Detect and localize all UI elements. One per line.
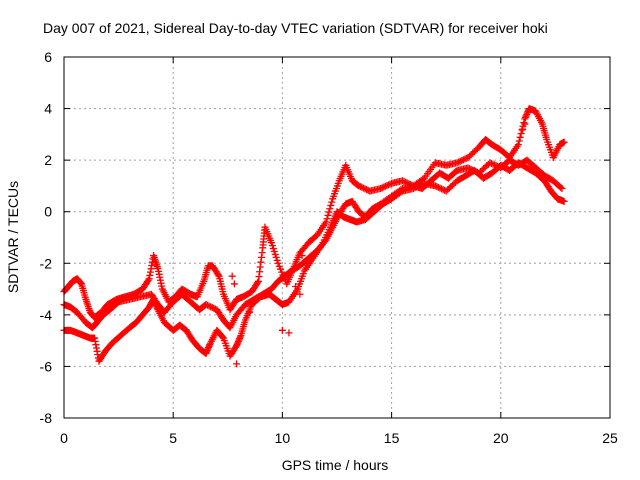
- data-point: [464, 164, 472, 172]
- data-point: [377, 185, 385, 193]
- data-point: [558, 185, 566, 193]
- data-point: [453, 159, 461, 167]
- y-tick-label: 6: [44, 49, 52, 65]
- data-point: [358, 183, 366, 191]
- data-point: [560, 138, 568, 146]
- data-point: [378, 184, 386, 192]
- data-point: [361, 185, 369, 193]
- data-point: [202, 301, 210, 309]
- chart-title: Day 007 of 2021, Sidereal Day-to-day VTE…: [43, 20, 548, 36]
- data-point: [517, 130, 525, 138]
- data-point: [208, 303, 216, 311]
- data-point: [214, 271, 222, 279]
- y-tick-label: -6: [40, 358, 53, 374]
- data-point: [459, 156, 467, 164]
- data-point: [324, 211, 332, 219]
- data-point: [461, 155, 469, 163]
- y-tick-label: -2: [40, 255, 53, 271]
- data-point: [400, 178, 408, 186]
- x-tick-label: 25: [602, 430, 618, 446]
- x-tick-label: 15: [384, 430, 400, 446]
- data-point: [326, 205, 334, 213]
- data-point: [516, 133, 524, 141]
- data-point: [292, 282, 300, 290]
- data-point: [323, 215, 331, 223]
- data-point: [402, 178, 410, 186]
- data-point: [381, 182, 389, 190]
- data-point: [327, 201, 335, 209]
- y-tick-label: 0: [44, 204, 52, 220]
- data-point: [383, 182, 391, 190]
- data-point: [253, 279, 261, 287]
- data-point: [431, 182, 439, 190]
- data-point: [491, 161, 499, 169]
- data-point: [405, 180, 413, 188]
- data-point: [433, 183, 441, 191]
- data-point: [545, 174, 553, 182]
- data-point: [434, 183, 442, 191]
- y-tick-label: 4: [44, 101, 52, 117]
- data-point: [363, 186, 371, 194]
- data-point: [380, 183, 388, 191]
- data-point: [419, 175, 427, 183]
- x-tick-label: 0: [60, 430, 68, 446]
- x-tick-label: 10: [275, 430, 291, 446]
- data-point: [233, 360, 241, 368]
- y-tick-label: -4: [40, 307, 53, 323]
- data-point: [557, 183, 565, 191]
- data-point: [298, 252, 306, 260]
- y-axis-ticks: -8 -6 -4 -2 0 2 4 6: [40, 49, 610, 426]
- x-tick-label: 5: [169, 430, 177, 446]
- data-point: [285, 329, 293, 337]
- data-point: [328, 198, 336, 206]
- data-point: [487, 159, 495, 167]
- x-tick-label: 20: [493, 430, 509, 446]
- data-point: [399, 177, 407, 185]
- data-point: [207, 303, 215, 311]
- data-point: [486, 159, 494, 167]
- y-axis-title: SDTVAR / TECUs: [5, 181, 21, 293]
- data-point: [360, 184, 368, 192]
- data-point: [519, 125, 527, 133]
- data-point: [355, 182, 363, 190]
- data-point: [520, 119, 528, 127]
- data-point: [515, 137, 523, 145]
- data-point: [436, 184, 444, 192]
- data-point: [278, 326, 286, 334]
- data-point: [228, 272, 236, 280]
- data-point: [204, 301, 212, 309]
- data-point: [455, 158, 463, 166]
- data-point: [210, 304, 218, 312]
- y-tick-label: -8: [40, 410, 53, 426]
- data-point: [218, 333, 226, 341]
- x-axis-ticks: 0 5 10 15 20 25: [60, 57, 618, 446]
- x-axis-title: GPS time / hours: [282, 457, 389, 473]
- data-point: [296, 290, 304, 298]
- data-point: [441, 186, 449, 194]
- data-point: [403, 179, 411, 187]
- plot-frame: [63, 56, 611, 419]
- data-point: [144, 276, 152, 284]
- data-point: [386, 180, 394, 188]
- y-tick-label: 2: [44, 152, 52, 168]
- data-point: [246, 308, 254, 316]
- data-point: [356, 183, 364, 191]
- data-point: [438, 185, 446, 193]
- data-point: [384, 181, 392, 189]
- data-point: [521, 120, 529, 128]
- data-point: [325, 208, 333, 216]
- data-point: [514, 141, 522, 149]
- data-point: [560, 197, 568, 205]
- data-point: [322, 218, 330, 226]
- data-point: [230, 280, 238, 288]
- data-point: [458, 157, 466, 165]
- data-points: [60, 105, 568, 368]
- data-point: [205, 302, 213, 310]
- data-point: [397, 188, 405, 196]
- data-point: [489, 160, 497, 168]
- data-point: [456, 157, 464, 165]
